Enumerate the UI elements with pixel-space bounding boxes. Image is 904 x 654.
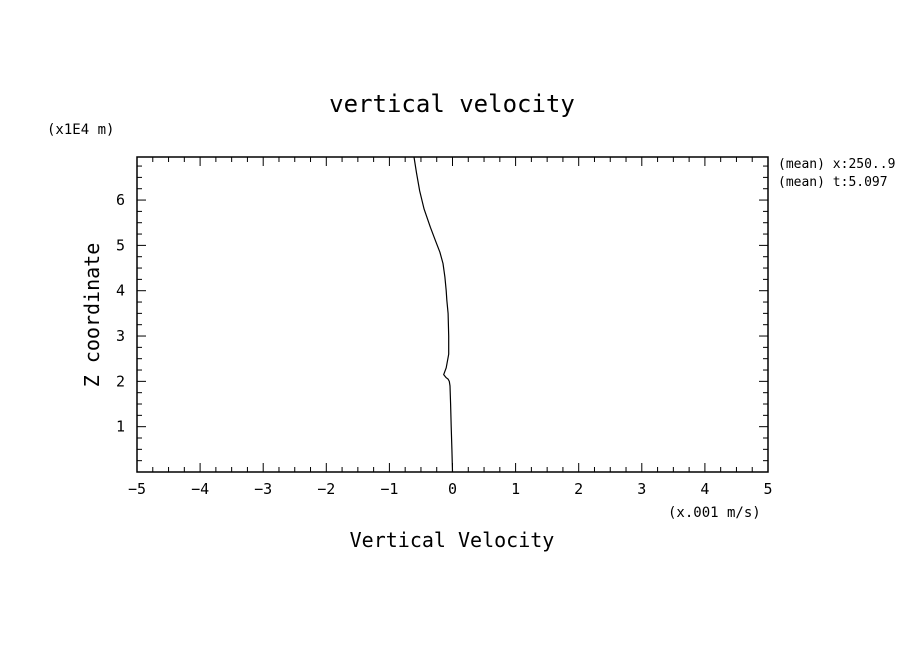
plot-frame — [136, 156, 769, 473]
y-tick-label: 2 — [116, 372, 125, 390]
x-axis-label: Vertical Velocity — [350, 528, 555, 552]
x-unit-label: (x.001 m/s) — [668, 505, 761, 521]
x-tick-label: −1 — [380, 480, 398, 498]
x-tick-labels: −5 −4 −3 −2 −1 0 1 2 3 4 5 — [128, 480, 773, 498]
x-tick-label: 0 — [448, 480, 457, 498]
x-tick-label: 4 — [700, 480, 709, 498]
chart-title: vertical velocity — [329, 90, 575, 118]
x-tick-label: −3 — [254, 480, 272, 498]
y-tick-label: 3 — [116, 327, 125, 345]
x-tick-label: −2 — [317, 480, 335, 498]
y-tick-label: 1 — [116, 418, 125, 436]
series-layer — [413, 156, 454, 473]
x-tick-label: 2 — [574, 480, 583, 498]
x-tick-label: 5 — [763, 480, 772, 498]
y-tick-labels: 1 2 3 4 5 6 — [116, 191, 125, 436]
annotation-t-mean: (mean) t:5.097 — [778, 175, 888, 190]
x-tick-label: 1 — [511, 480, 520, 498]
y-axis-label: Z coordinate — [80, 243, 104, 388]
x-tick-label: −5 — [128, 480, 146, 498]
series-line — [413, 156, 454, 473]
x-tick-label: −4 — [191, 480, 209, 498]
axes-ticks — [136, 157, 769, 472]
annotation-x-mean: (mean) x:250..9 — [778, 157, 895, 172]
y-tick-label: 4 — [116, 282, 125, 300]
y-tick-label: 5 — [116, 236, 125, 254]
x-tick-label: 3 — [637, 480, 646, 498]
y-unit-label: (x1E4 m) — [47, 122, 114, 138]
y-tick-label: 6 — [116, 191, 125, 209]
